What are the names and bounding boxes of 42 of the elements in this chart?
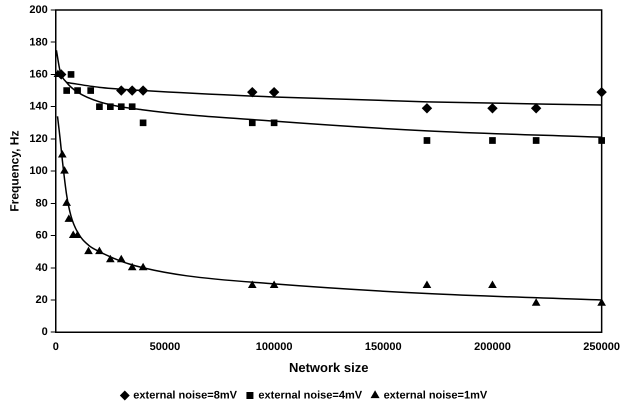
point	[424, 137, 430, 144]
y-tick-label: 180	[29, 36, 48, 48]
y-tick-label: 200	[29, 4, 48, 16]
y-tick-label: 80	[36, 197, 48, 210]
y-tick-label: 140	[29, 100, 48, 113]
x-tick-label: 200000	[474, 340, 511, 353]
point	[532, 298, 540, 306]
legend-label: external noise=1mV	[384, 390, 488, 402]
y-axis-title: Frequency, Hz	[8, 130, 22, 212]
y-tick-label: 20	[36, 294, 48, 306]
point	[422, 103, 432, 114]
point	[63, 87, 70, 94]
point	[128, 263, 136, 270]
y-tick-label: 160	[29, 68, 48, 80]
point	[422, 280, 431, 288]
point	[96, 103, 103, 110]
x-tick-label: 50000	[150, 340, 180, 353]
point	[84, 247, 92, 254]
x-tick-label: 0	[52, 340, 59, 353]
point	[140, 119, 146, 126]
point	[87, 87, 94, 94]
point	[531, 103, 542, 114]
point	[247, 87, 258, 98]
legend-label: external noise=4mV	[258, 390, 363, 402]
point	[64, 214, 73, 222]
x-tick-label: 150000	[364, 340, 402, 353]
point	[248, 280, 256, 288]
y-tick-label: 60	[36, 230, 48, 242]
point	[269, 87, 280, 98]
y-tick-label: 120	[29, 132, 48, 145]
y-tick-label: 0	[42, 326, 48, 338]
x-tick-label: 250000	[583, 340, 620, 353]
x-axis-title: Network size	[288, 360, 368, 375]
x-tick-label: 100000	[256, 340, 292, 353]
y-tick-label: 40	[36, 262, 48, 274]
y-tick-label: 100	[29, 165, 48, 178]
point	[68, 71, 74, 78]
point	[489, 137, 496, 144]
legend-label: external noise=8mV	[133, 390, 238, 402]
point	[488, 280, 496, 288]
point	[532, 137, 540, 144]
point	[487, 103, 498, 114]
